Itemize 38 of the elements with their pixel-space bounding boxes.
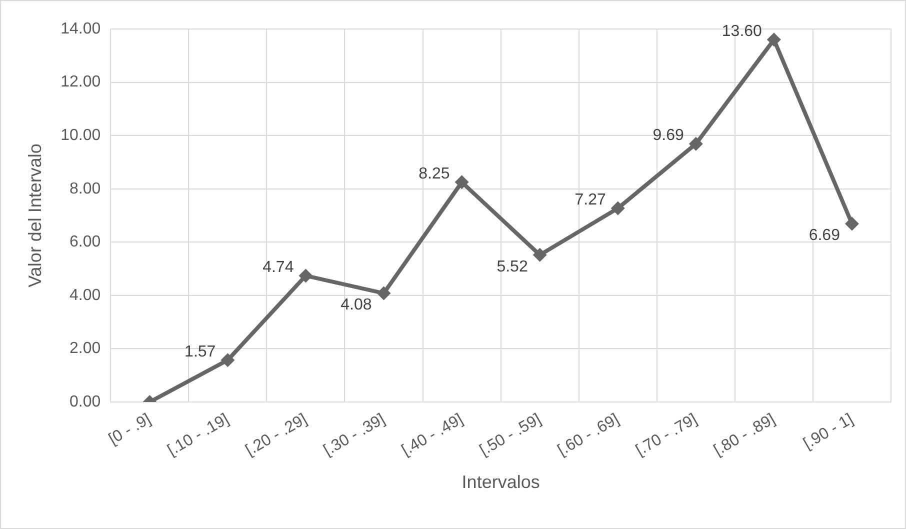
point xyxy=(220,353,235,368)
x-axis-title: Intervalos xyxy=(462,472,540,492)
x-tick-label: [.20 - .29] xyxy=(242,410,310,460)
x-tick-label: [.50 - .59] xyxy=(477,410,544,460)
y-axis-title: Valor del Intervalo xyxy=(24,144,45,288)
y-tick-label: 6.00 xyxy=(70,234,101,251)
x-tick-label: [.90 - 1] xyxy=(800,410,856,453)
data-label: 4.74 xyxy=(262,259,294,276)
y-tick-label: 4.00 xyxy=(70,286,101,304)
y-tick-label: 2.00 xyxy=(70,340,101,358)
point xyxy=(532,248,547,262)
point xyxy=(376,286,391,300)
x-tick-label: [.10 - .19] xyxy=(164,410,232,460)
y-tick-label: 8.00 xyxy=(70,180,101,198)
point xyxy=(844,216,859,231)
point xyxy=(766,32,781,47)
x-tick-label: [0 - .9] xyxy=(106,410,154,448)
x-tick-label: [.40 - .49] xyxy=(398,410,466,460)
x-tick-label: [.70 - .79] xyxy=(633,410,700,460)
data-label: 5.52 xyxy=(496,258,528,276)
data-label: 7.27 xyxy=(574,192,606,209)
y-tick-label: 14.00 xyxy=(60,20,101,38)
x-tick-label: [.80 - .89] xyxy=(711,410,778,460)
data-label: 6.69 xyxy=(808,227,840,244)
data-label: 9.69 xyxy=(652,127,684,144)
x-tick-label: [.30 - .39] xyxy=(320,410,388,460)
point xyxy=(298,268,313,283)
point xyxy=(688,136,703,151)
y-tick-label: 0.00 xyxy=(70,393,101,410)
data-label: 4.08 xyxy=(340,296,372,314)
point xyxy=(610,201,625,216)
data-label: 13.60 xyxy=(722,23,762,40)
y-tick-label: 12.00 xyxy=(60,74,101,91)
y-tick-label: 10.00 xyxy=(60,126,101,144)
data-label: 8.25 xyxy=(418,166,450,183)
point xyxy=(454,175,469,190)
data-label: 1.57 xyxy=(184,344,216,361)
x-tick-label: [.60 - .69] xyxy=(555,410,622,460)
